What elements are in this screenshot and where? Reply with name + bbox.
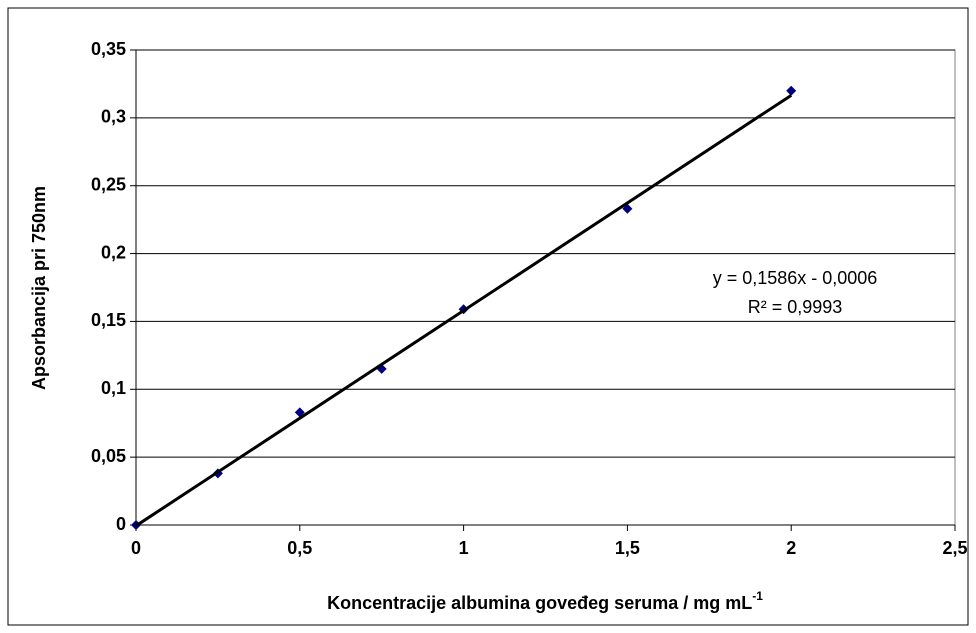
y-tick-label: 0,2 bbox=[101, 242, 126, 262]
x-tick-label: 1,5 bbox=[615, 538, 640, 558]
x-tick-label: 2,5 bbox=[942, 538, 967, 558]
x-tick-label: 1 bbox=[459, 538, 469, 558]
x-axis-title: Koncentracije albumina goveđeg seruma / … bbox=[327, 589, 763, 613]
x-tick-label: 0 bbox=[131, 538, 141, 558]
x-axis-title-sup: -1 bbox=[752, 589, 763, 603]
y-tick-label: 0,15 bbox=[91, 310, 126, 330]
trendline-equation: y = 0,1586x - 0,0006 bbox=[713, 268, 878, 288]
y-tick-label: 0,05 bbox=[91, 446, 126, 466]
y-tick-label: 0,25 bbox=[91, 174, 126, 194]
y-tick-label: 0,1 bbox=[101, 378, 126, 398]
y-tick-label: 0 bbox=[116, 514, 126, 534]
y-tick-label: 0,3 bbox=[101, 107, 126, 127]
point bbox=[786, 85, 797, 96]
x-axis-title-text: Koncentracije albumina goveđeg seruma / … bbox=[327, 593, 752, 613]
trendline bbox=[135, 94, 793, 528]
trendline-r2: R² = 0,9993 bbox=[748, 297, 843, 317]
x-tick-label: 2 bbox=[786, 538, 796, 558]
plot-area bbox=[135, 49, 956, 526]
y-tick-label: 0,35 bbox=[91, 39, 126, 59]
x-tick-label: 0,5 bbox=[287, 538, 312, 558]
y-axis-title: Apsorbancija pri 750nm bbox=[29, 186, 49, 390]
